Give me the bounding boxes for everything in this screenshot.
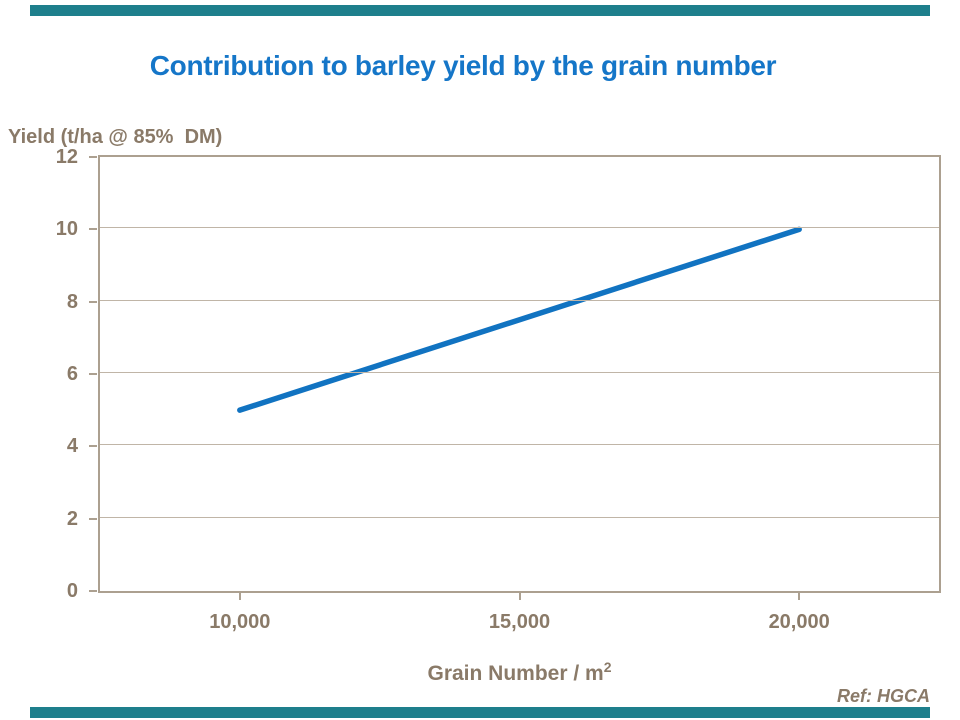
x-tick-label: 15,000 [488,611,551,633]
y-tick-label: 2 [66,507,78,530]
yield-data-line [237,226,802,413]
y-tick-label: 6 [66,363,78,385]
y-tick-label: 8 [66,290,78,313]
top-accent-bar [30,5,930,16]
y-tick-label: 12 [55,146,78,168]
y-tick-mark [89,373,97,375]
reference-note: Ref: HGCA [837,686,930,706]
x-tick-label: 20,000 [768,611,830,633]
gridline [100,372,939,373]
y-tick-mark [89,590,97,592]
y-tick-mark [89,445,97,448]
gridline [100,227,939,229]
x-tick-mark [238,593,241,600]
gridline [100,444,939,446]
x-tick-mark [798,593,801,600]
y-tick-label: 4 [66,435,78,458]
y-tick-mark [89,300,97,303]
y-tick-label: 10 [55,218,78,241]
bottom-accent-bar [30,707,930,718]
y-tick-mark [89,517,97,520]
y-tick-mark [89,156,97,158]
x-axis-title-superscript: 2 [603,659,612,675]
y-axis-title: Yield (t/ha @ 85% DM) [8,126,223,148]
x-tick-label: 10,000 [209,611,271,633]
y-tick-mark [89,228,97,231]
plot-area [98,155,941,593]
line-chart-svg [237,226,802,413]
chart-title: Contribution to barley yield by the grai… [149,50,777,81]
gridline [100,299,939,301]
x-axis-title: Grain Number / m2 [100,659,939,686]
y-tick-label: 0 [66,580,78,602]
gridline [100,516,939,518]
x-tick-mark [518,593,521,600]
x-axis-title-text: Grain Number / m [427,662,604,685]
